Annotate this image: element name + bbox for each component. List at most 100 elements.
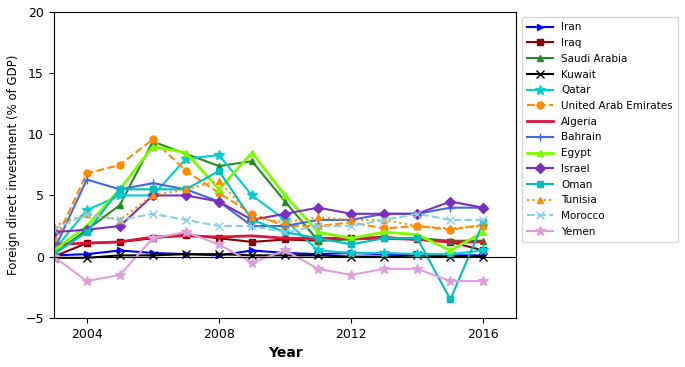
Legend: Iran, Iraq, Saudi Arabia, Kuwait, Qatar, United Arab Emirates, Algeria, Bahrain,: Iran, Iraq, Saudi Arabia, Kuwait, Qatar,… — [522, 17, 678, 242]
Morocco — [380, 218, 388, 222]
Egypt — [182, 150, 190, 155]
Iran — [446, 253, 454, 258]
Israel — [182, 193, 190, 198]
Qatar — [380, 251, 388, 255]
Yemen — [314, 267, 322, 271]
United Arab Emirates — [248, 212, 256, 216]
Morocco — [479, 218, 488, 222]
Israel — [83, 228, 91, 232]
Iraq — [479, 248, 488, 253]
Morocco — [116, 218, 124, 222]
Algeria — [182, 234, 190, 238]
United Arab Emirates — [314, 224, 322, 228]
Algeria — [446, 240, 454, 244]
United Arab Emirates — [215, 191, 223, 195]
Oman — [83, 230, 91, 235]
Line: Tunisia: Tunisia — [50, 177, 487, 232]
Qatar — [479, 248, 488, 253]
Iran — [380, 252, 388, 257]
Qatar — [347, 251, 356, 255]
Iran — [116, 248, 124, 253]
Oman — [446, 297, 454, 302]
Morocco — [446, 218, 454, 222]
Egypt — [479, 230, 488, 235]
Qatar — [413, 252, 421, 257]
Algeria — [380, 236, 388, 240]
Yemen — [248, 261, 256, 265]
Tunisia — [413, 224, 421, 228]
Israel — [314, 206, 322, 210]
Algeria — [83, 241, 91, 246]
Line: Yemen: Yemen — [49, 227, 488, 286]
United Arab Emirates — [83, 171, 91, 176]
Qatar — [83, 208, 91, 212]
Saudi Arabia — [413, 236, 421, 240]
Algeria — [248, 234, 256, 238]
Tunisia — [215, 179, 223, 183]
Tunisia — [182, 187, 190, 192]
Israel — [248, 218, 256, 222]
Egypt — [281, 193, 289, 198]
Iran — [347, 251, 356, 255]
Oman — [215, 169, 223, 173]
Algeria — [347, 236, 356, 240]
Egypt — [314, 230, 322, 235]
Algeria — [49, 242, 58, 247]
Bahrain — [49, 248, 58, 253]
Qatar — [49, 248, 58, 253]
Morocco — [182, 218, 190, 222]
United Arab Emirates — [116, 163, 124, 167]
Yemen — [380, 267, 388, 271]
Tunisia — [281, 220, 289, 225]
Iran — [479, 253, 488, 258]
Iraq — [347, 236, 356, 240]
United Arab Emirates — [49, 242, 58, 247]
Iraq — [83, 241, 91, 246]
Iraq — [149, 236, 157, 240]
Qatar — [446, 252, 454, 257]
Line: Kuwait: Kuwait — [49, 250, 488, 262]
Yemen — [479, 279, 488, 283]
Bahrain — [479, 206, 488, 210]
United Arab Emirates — [281, 224, 289, 228]
Israel — [281, 212, 289, 216]
Iran — [281, 251, 289, 255]
Bahrain — [314, 218, 322, 222]
Bahrain — [215, 199, 223, 204]
Qatar — [215, 153, 223, 157]
Tunisia — [347, 218, 356, 222]
Yemen — [215, 242, 223, 247]
Line: Israel: Israel — [50, 192, 487, 236]
United Arab Emirates — [446, 228, 454, 232]
Kuwait — [314, 253, 322, 258]
Yemen — [182, 230, 190, 235]
Oman — [347, 242, 356, 247]
Tunisia — [49, 224, 58, 228]
United Arab Emirates — [413, 224, 421, 228]
Algeria — [479, 240, 488, 244]
Tunisia — [83, 212, 91, 216]
Saudi Arabia — [479, 239, 488, 243]
Algeria — [116, 240, 124, 244]
Tunisia — [446, 226, 454, 231]
Yemen — [413, 267, 421, 271]
United Arab Emirates — [479, 223, 488, 227]
Bahrain — [116, 187, 124, 192]
Algeria — [413, 237, 421, 242]
Algeria — [281, 236, 289, 240]
Line: Oman: Oman — [50, 167, 487, 303]
Bahrain — [149, 181, 157, 185]
Yemen — [49, 254, 58, 259]
Oman — [479, 220, 488, 225]
Bahrain — [413, 212, 421, 216]
Iraq — [116, 240, 124, 244]
Tunisia — [149, 193, 157, 198]
Bahrain — [281, 224, 289, 228]
Y-axis label: Foreign direct investment (% of GDP): Foreign direct investment (% of GDP) — [7, 55, 20, 275]
Israel — [413, 212, 421, 216]
United Arab Emirates — [347, 220, 356, 225]
Oman — [49, 252, 58, 257]
Kuwait — [83, 256, 91, 260]
Egypt — [413, 232, 421, 237]
Saudi Arabia — [347, 237, 356, 242]
